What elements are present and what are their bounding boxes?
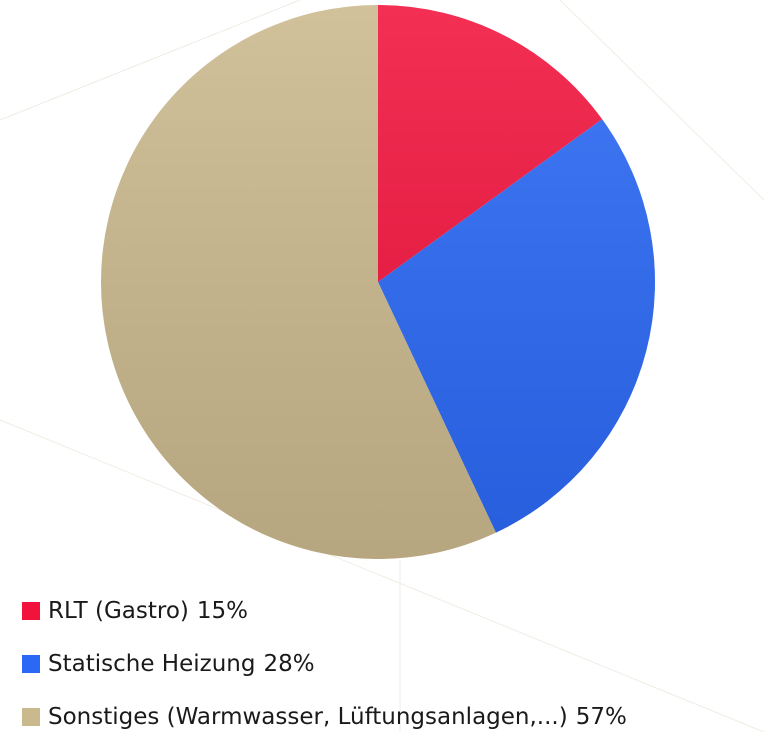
legend-label: Statische Heizung 28% bbox=[48, 651, 315, 677]
legend-name: Statische Heizung bbox=[48, 651, 255, 677]
legend-label: Sonstiges (Warmwasser, Lüftungsanlagen,.… bbox=[48, 704, 627, 730]
legend-value: 15% bbox=[197, 598, 248, 624]
legend-name: Sonstiges (Warmwasser, Lüftungsanlagen,.… bbox=[48, 704, 568, 730]
legend: RLT (Gastro) 15% Statische Heizung 28% Sonst… bbox=[22, 598, 627, 730]
legend-name: RLT (Gastro) bbox=[48, 598, 189, 624]
legend-value: 28% bbox=[263, 651, 314, 677]
legend-swatch bbox=[22, 655, 40, 673]
legend-swatch bbox=[22, 708, 40, 726]
legend-swatch bbox=[22, 602, 40, 620]
pie bbox=[100, 5, 655, 559]
legend-value: 57% bbox=[576, 704, 627, 730]
legend-label: RLT (Gastro) 15% bbox=[48, 598, 248, 624]
